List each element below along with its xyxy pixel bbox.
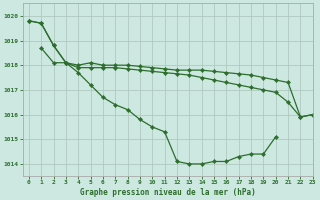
X-axis label: Graphe pression niveau de la mer (hPa): Graphe pression niveau de la mer (hPa) bbox=[80, 188, 256, 197]
